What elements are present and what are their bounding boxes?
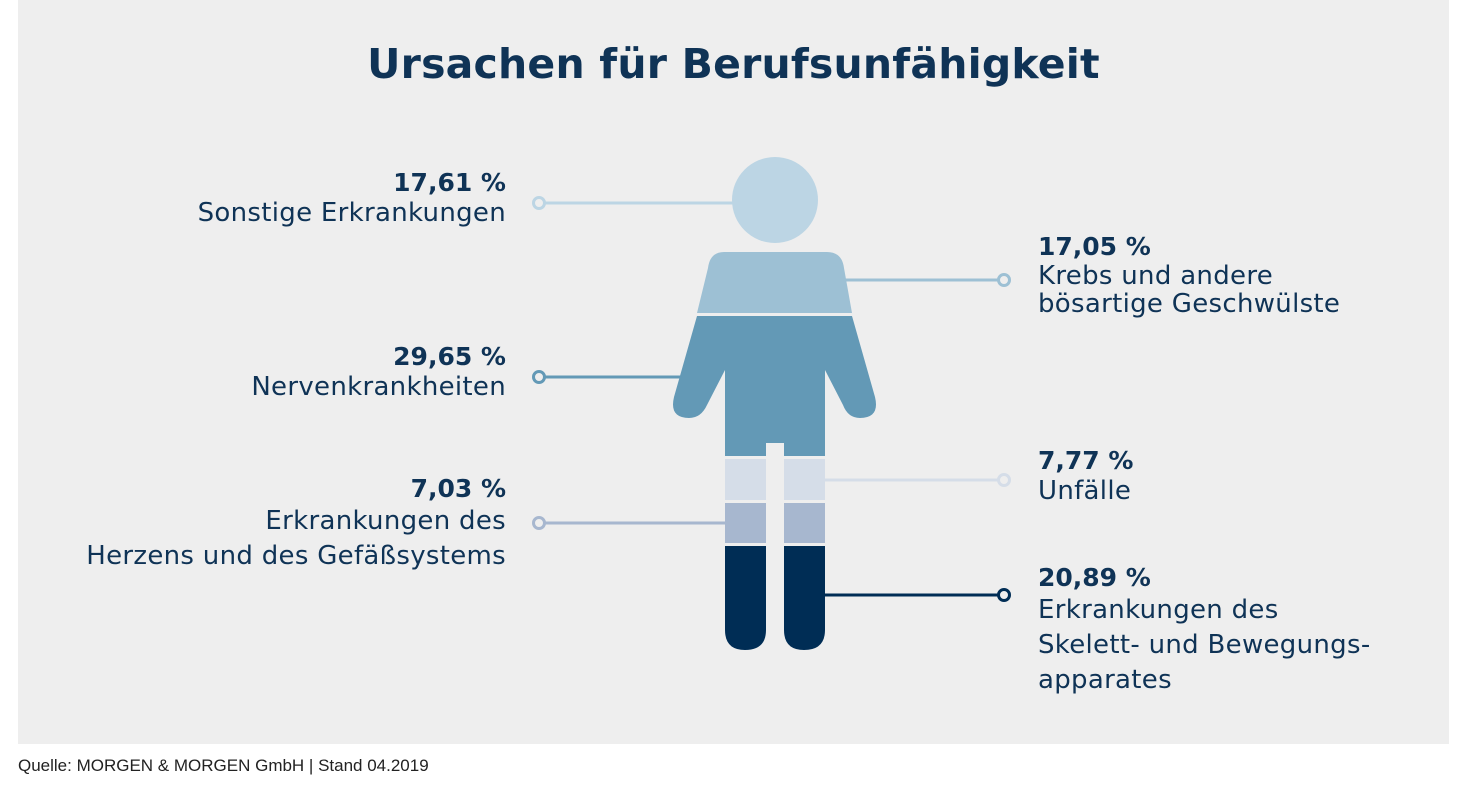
- segment-upper-legs-unfaelle: [784, 459, 825, 500]
- leader-dot-sonstige: [532, 196, 546, 210]
- category-label: Erkrankungen des Herzens und des Gefäßsy…: [86, 506, 506, 571]
- segment-lower-legs-skelett: [725, 546, 766, 650]
- segment-shoulders-krebs: [697, 252, 852, 313]
- label-unfaelle: 7,77 % Unfälle: [1038, 446, 1133, 507]
- category-label: Erkrankungen des Skelett- und Bewegungs-…: [1038, 595, 1371, 695]
- source-note: Quelle: MORGEN & MORGEN GmbH | Stand 04.…: [18, 756, 429, 775]
- segment-torso-nerven: [673, 316, 876, 456]
- segment-knees-herz: [725, 503, 766, 543]
- label-nerven: 29,65 % Nervenkrankheiten: [251, 342, 506, 403]
- value-label: 20,89 %: [1038, 563, 1151, 592]
- category-label: Sonstige Erkrankungen: [197, 198, 506, 228]
- label-krebs: 17,05 % Krebs und andere bösartige Gesch…: [1038, 232, 1340, 318]
- leader-dot-unfaelle: [997, 473, 1011, 487]
- value-label: 7,03 %: [410, 474, 506, 503]
- value-label: 17,61 %: [393, 168, 506, 197]
- segment-lower-legs-skelett: [784, 546, 825, 650]
- value-label: 7,77 %: [1038, 446, 1134, 475]
- category-label: Krebs und andere bösartige Geschwülste: [1038, 261, 1341, 319]
- chart-title: Ursachen für Berufsunfähigkeit: [367, 40, 1100, 88]
- label-sonstige: 17,61 % Sonstige Erkrankungen: [198, 168, 506, 229]
- segment-head-sonstige: [732, 157, 818, 243]
- label-skelett: 20,89 % Erkrankungen des Skelett- und Be…: [1038, 563, 1371, 698]
- leader-dot-krebs: [997, 273, 1011, 287]
- segment-knees-herz: [784, 503, 825, 543]
- leader-dot-herz: [532, 516, 546, 530]
- leader-dot-nerven: [532, 370, 546, 384]
- label-herz: 7,03 % Erkrankungen des Herzens und des …: [86, 474, 506, 574]
- value-label: 29,65 %: [393, 342, 506, 371]
- segment-upper-legs-unfaelle: [725, 459, 766, 500]
- value-label: 17,05 %: [1038, 232, 1151, 261]
- leader-dot-skelett: [997, 588, 1011, 602]
- category-label: Nervenkrankheiten: [251, 372, 506, 402]
- category-label: Unfälle: [1038, 476, 1132, 506]
